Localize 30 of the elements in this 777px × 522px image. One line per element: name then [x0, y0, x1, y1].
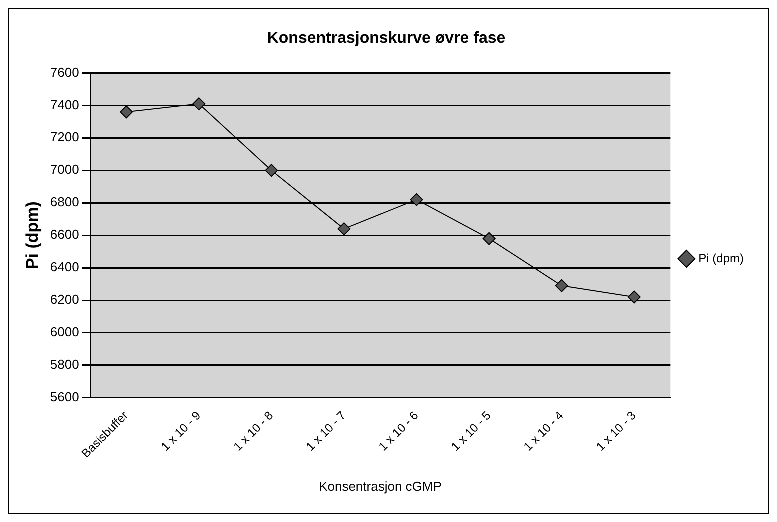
y-axis-title: Pi (dpm): [22, 202, 42, 270]
point: [338, 222, 351, 236]
y-tick-label: 7000: [50, 162, 80, 178]
x-tick-label: 1 x 10 - 4: [521, 408, 567, 454]
point: [192, 98, 206, 111]
point: [482, 232, 496, 246]
y-tick-label: 6800: [50, 194, 80, 210]
chart-title: Konsentrasjonskurve øvre fase: [267, 30, 506, 48]
y-tick-label: 5800: [50, 357, 80, 372]
point: [628, 290, 641, 304]
point: [120, 106, 134, 119]
y-tick-label: 7600: [50, 64, 80, 80]
point: [555, 279, 568, 292]
x-tick-label: 1 x 10 - 9: [158, 408, 204, 454]
x-tick-label: 1 x 10 - 3: [594, 408, 640, 454]
y-tick-label: 5600: [50, 390, 80, 404]
y-tick-label: 7400: [50, 97, 80, 112]
y-tick-label: 7200: [50, 130, 80, 145]
legend-label: Pi (dpm): [698, 251, 744, 266]
x-axis-title: Konsentrasjon cGMP: [319, 478, 442, 494]
y-tick-label: 6000: [50, 324, 80, 340]
x-tick-label: 1 x 10 - 8: [230, 408, 276, 454]
point: [265, 164, 278, 178]
x-tick-label: 1 x 10 - 6: [376, 408, 422, 454]
x-tick-label: 1 x 10 - 7: [303, 408, 349, 454]
y-tick-label: 6600: [50, 227, 80, 242]
y-tick-label: 6400: [50, 260, 80, 275]
y-tick-label: 6200: [50, 292, 80, 308]
point: [410, 193, 424, 206]
x-tick-label: 1 x 10 - 5: [448, 408, 494, 454]
